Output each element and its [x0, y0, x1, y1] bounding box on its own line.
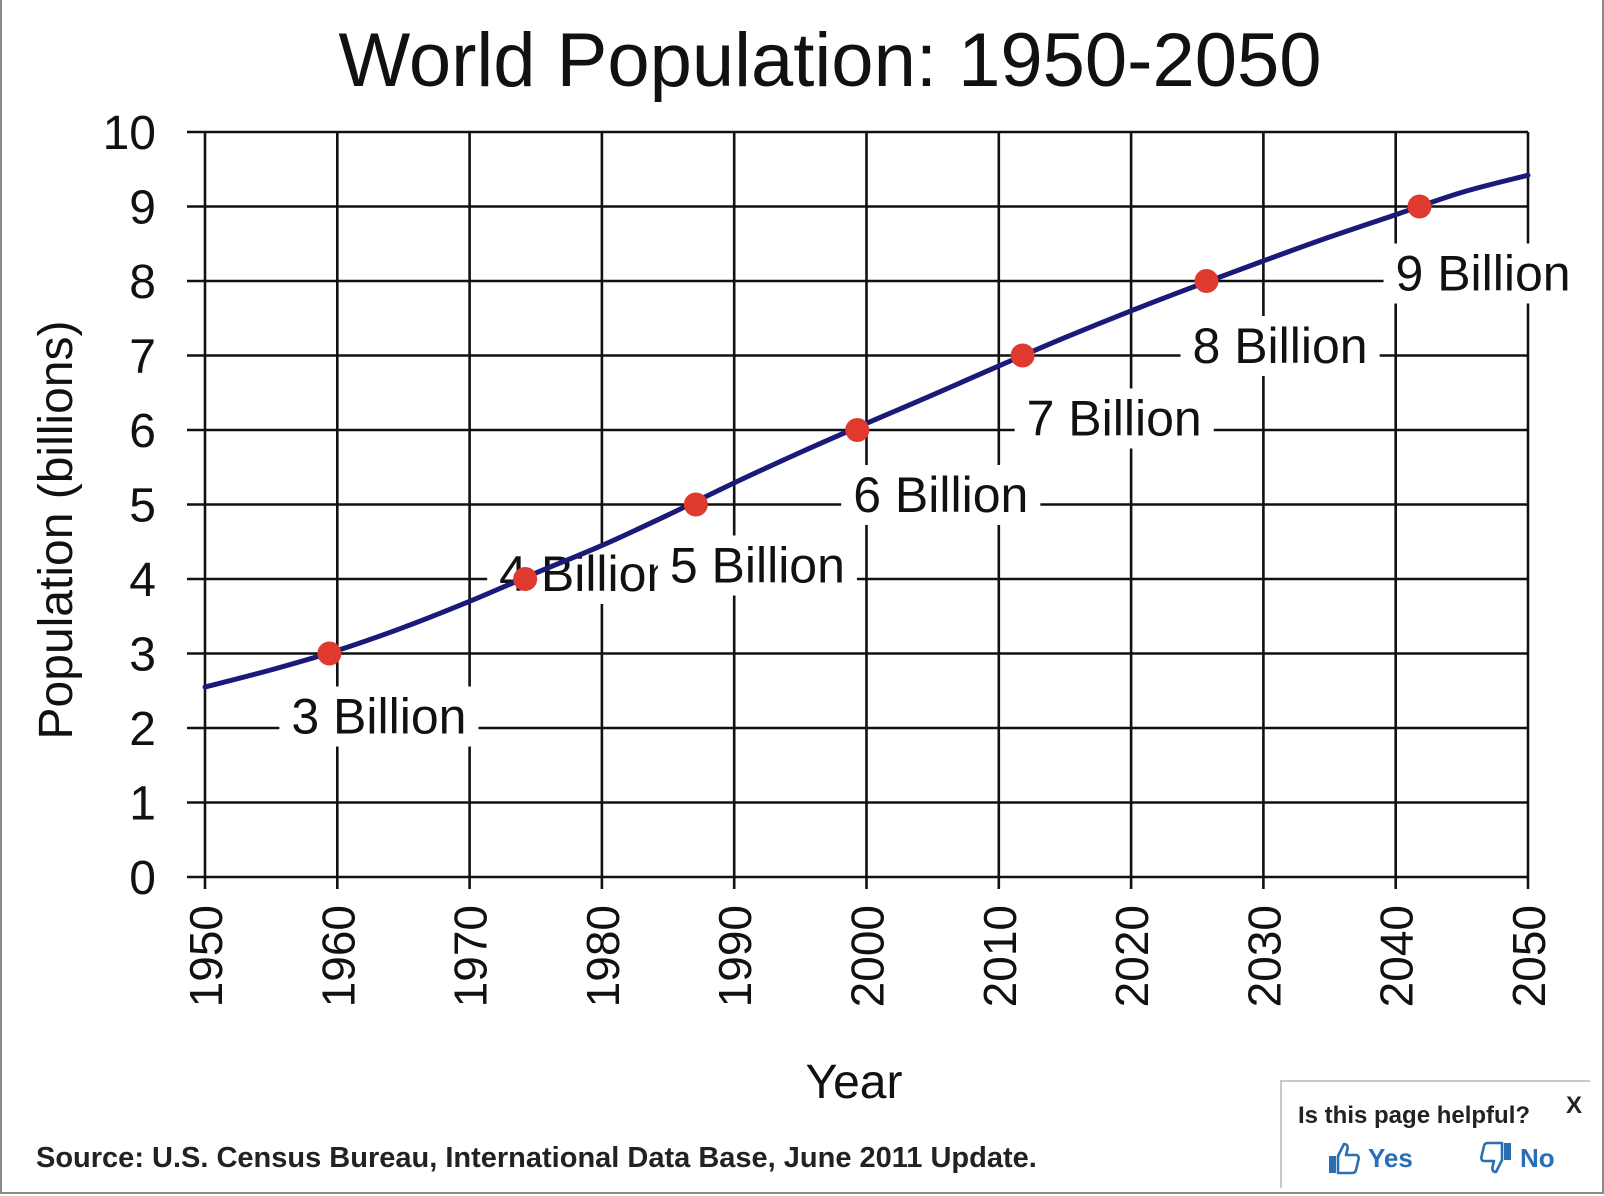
label-background	[657, 535, 857, 596]
milestone-label: 6 Billion	[853, 467, 1028, 523]
milestone-point	[1010, 343, 1035, 368]
milestone-label-group: 6 Billion	[841, 465, 1041, 525]
milestone-point	[513, 567, 538, 591]
x-tick-label: 2030	[1238, 905, 1290, 1007]
thumbs-up-icon	[1329, 1142, 1360, 1175]
milestone-label-group: 3 Billion	[279, 686, 479, 747]
y-tick-label: 10	[103, 107, 156, 160]
milestone-point	[1407, 194, 1432, 219]
milestone-label-group: 9 Billion	[1383, 243, 1583, 304]
label-background	[1014, 388, 1214, 449]
y-tick-label: 6	[129, 405, 156, 458]
y-tick-label: 0	[129, 852, 156, 905]
feedback-no-button[interactable]: No	[1478, 1138, 1555, 1178]
milestone-markers	[317, 194, 1432, 666]
x-tick-label: 2040	[1371, 905, 1423, 1007]
y-tick-label: 2	[129, 703, 156, 756]
y-tick-label: 1	[129, 778, 156, 831]
label-background	[1383, 243, 1583, 304]
label-background	[841, 465, 1041, 525]
milestone-label: 5 Billion	[670, 538, 845, 594]
thumbs-down-icon	[1480, 1141, 1511, 1174]
y-tick-labels: 0 1 2 3 4 5 6 7 8 9 10	[103, 107, 156, 905]
milestone-point	[845, 418, 870, 442]
milestone-label: 9 Billion	[1396, 246, 1571, 302]
feedback-yes-button[interactable]: Yes	[1326, 1138, 1413, 1178]
feedback-no-label: No	[1520, 1142, 1555, 1173]
feedback-yes-label: Yes	[1368, 1142, 1413, 1173]
y-tick-label: 7	[129, 331, 156, 384]
label-background	[1180, 316, 1380, 376]
x-tick-label: 2000	[842, 905, 894, 1007]
y-tick-label: 9	[129, 182, 156, 235]
x-tick-label: 2050	[1503, 905, 1555, 1007]
milestone-label: 3 Billion	[291, 689, 466, 745]
x-tick-label: 1960	[312, 905, 364, 1007]
milestone-point	[683, 492, 708, 517]
feedback-question: Is this page helpful?	[1298, 1102, 1531, 1129]
y-tick-label: 5	[129, 480, 156, 533]
x-tick-label: 1990	[709, 905, 761, 1007]
x-axis-label: Year	[806, 1056, 903, 1109]
close-feedback-button[interactable]: X	[1566, 1092, 1583, 1119]
milestone-point	[1194, 269, 1219, 293]
x-tick-label: 2020	[1106, 905, 1158, 1007]
feedback-widget: Is this page helpful? X Yes No	[1280, 1080, 1590, 1188]
y-tick-label: 3	[129, 629, 156, 682]
x-tick-label: 1970	[445, 905, 497, 1007]
x-tick-label: 1980	[577, 905, 629, 1007]
label-background	[279, 686, 479, 747]
source-note: Source: U.S. Census Bureau, Internationa…	[36, 1142, 1037, 1174]
y-axis-label: Population (billions)	[30, 321, 83, 740]
x-tick-label: 2010	[974, 905, 1026, 1007]
milestone-label-group: 5 Billion	[657, 535, 857, 596]
y-tick-label: 8	[129, 256, 156, 309]
x-tick-labels: 1950 1960 1970 1980 1990 2000 2010 2020 2030 2040…	[180, 905, 1555, 1007]
milestone-label: 7 Billion	[1027, 391, 1202, 447]
milestone-point	[317, 641, 342, 666]
milestone-label-group: 8 Billion	[1180, 316, 1380, 376]
x-tick-label: 1950	[180, 905, 232, 1007]
chart-title: World Population: 1950-2050	[338, 18, 1321, 103]
milestone-label: 8 Billion	[1193, 318, 1368, 374]
y-tick-label: 4	[129, 554, 156, 607]
milestone-label-group: 7 Billion	[1014, 388, 1214, 449]
